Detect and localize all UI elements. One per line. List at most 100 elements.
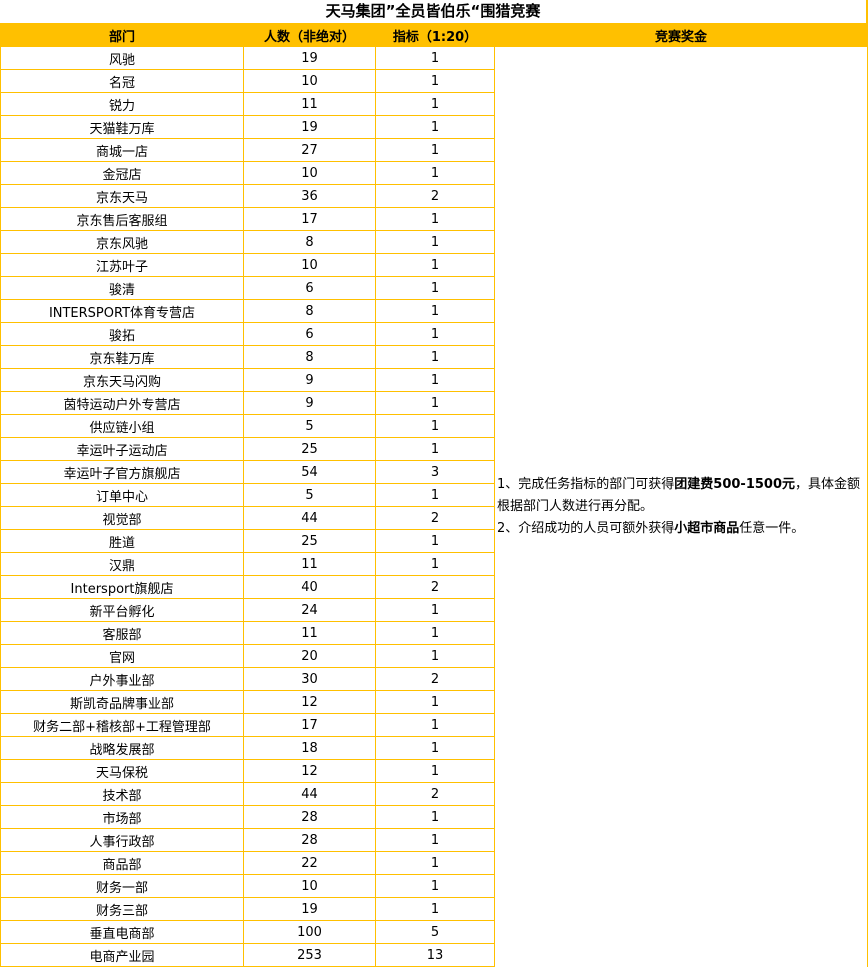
department-cell[interactable]: 幸运叶子官方旗舰店 <box>0 460 244 484</box>
headcount-cell[interactable]: 18 <box>243 736 376 760</box>
target-cell[interactable]: 1 <box>375 483 495 507</box>
headcount-cell[interactable]: 30 <box>243 667 376 691</box>
target-cell[interactable]: 1 <box>375 368 495 392</box>
target-cell[interactable]: 1 <box>375 207 495 231</box>
target-cell[interactable]: 1 <box>375 391 495 415</box>
headcount-cell[interactable]: 54 <box>243 460 376 484</box>
headcount-cell[interactable]: 9 <box>243 391 376 415</box>
headcount-cell[interactable]: 27 <box>243 138 376 162</box>
target-cell[interactable]: 1 <box>375 345 495 369</box>
headcount-cell[interactable]: 10 <box>243 253 376 277</box>
department-cell[interactable]: 财务三部 <box>0 897 244 921</box>
department-cell[interactable]: 户外事业部 <box>0 667 244 691</box>
target-cell[interactable]: 2 <box>375 506 495 530</box>
headcount-cell[interactable]: 36 <box>243 184 376 208</box>
department-cell[interactable]: 电商产业园 <box>0 943 244 967</box>
department-cell[interactable]: 锐力 <box>0 92 244 116</box>
target-cell[interactable]: 1 <box>375 828 495 852</box>
target-cell[interactable]: 1 <box>375 621 495 645</box>
department-cell[interactable]: 斯凯奇品牌事业部 <box>0 690 244 714</box>
header-target[interactable]: 指标（1:20） <box>375 23 495 47</box>
headcount-cell[interactable]: 44 <box>243 782 376 806</box>
headcount-cell[interactable]: 100 <box>243 920 376 944</box>
department-cell[interactable]: 垂直电商部 <box>0 920 244 944</box>
department-cell[interactable]: 新平台孵化 <box>0 598 244 622</box>
target-cell[interactable]: 1 <box>375 46 495 70</box>
target-cell[interactable]: 2 <box>375 782 495 806</box>
prize-description-cell[interactable]: 1、完成任务指标的部门可获得团建费500-1500元，具体金额根据部门人数进行再… <box>494 46 868 967</box>
department-cell[interactable]: 京东售后客服组 <box>0 207 244 231</box>
headcount-cell[interactable]: 28 <box>243 805 376 829</box>
headcount-cell[interactable]: 19 <box>243 115 376 139</box>
department-cell[interactable]: 金冠店 <box>0 161 244 185</box>
department-cell[interactable]: 京东天马 <box>0 184 244 208</box>
target-cell[interactable]: 1 <box>375 529 495 553</box>
target-cell[interactable]: 1 <box>375 69 495 93</box>
department-cell[interactable]: 天猫鞋万库 <box>0 115 244 139</box>
headcount-cell[interactable]: 12 <box>243 759 376 783</box>
department-cell[interactable]: 客服部 <box>0 621 244 645</box>
department-cell[interactable]: Intersport旗舰店 <box>0 575 244 599</box>
headcount-cell[interactable]: 6 <box>243 322 376 346</box>
department-cell[interactable]: 商城一店 <box>0 138 244 162</box>
department-cell[interactable]: 茵特运动户外专营店 <box>0 391 244 415</box>
target-cell[interactable]: 1 <box>375 414 495 438</box>
target-cell[interactable]: 1 <box>375 713 495 737</box>
department-cell[interactable]: 骏清 <box>0 276 244 300</box>
target-cell[interactable]: 1 <box>375 759 495 783</box>
department-cell[interactable]: 市场部 <box>0 805 244 829</box>
target-cell[interactable]: 1 <box>375 276 495 300</box>
headcount-cell[interactable]: 22 <box>243 851 376 875</box>
header-headcount[interactable]: 人数（非绝对） <box>243 23 376 47</box>
department-cell[interactable]: 订单中心 <box>0 483 244 507</box>
target-cell[interactable]: 1 <box>375 437 495 461</box>
target-cell[interactable]: 2 <box>375 184 495 208</box>
target-cell[interactable]: 1 <box>375 230 495 254</box>
department-cell[interactable]: 商品部 <box>0 851 244 875</box>
department-cell[interactable]: 人事行政部 <box>0 828 244 852</box>
headcount-cell[interactable]: 24 <box>243 598 376 622</box>
department-cell[interactable]: 财务二部+稽核部+工程管理部 <box>0 713 244 737</box>
headcount-cell[interactable]: 19 <box>243 46 376 70</box>
department-cell[interactable]: INTERSPORT体育专营店 <box>0 299 244 323</box>
department-cell[interactable]: 京东鞋万库 <box>0 345 244 369</box>
department-cell[interactable]: 技术部 <box>0 782 244 806</box>
department-cell[interactable]: 京东天马闪购 <box>0 368 244 392</box>
department-cell[interactable]: 江苏叶子 <box>0 253 244 277</box>
headcount-cell[interactable]: 11 <box>243 552 376 576</box>
target-cell[interactable]: 1 <box>375 253 495 277</box>
headcount-cell[interactable]: 40 <box>243 575 376 599</box>
headcount-cell[interactable]: 25 <box>243 529 376 553</box>
target-cell[interactable]: 1 <box>375 644 495 668</box>
headcount-cell[interactable]: 19 <box>243 897 376 921</box>
headcount-cell[interactable]: 9 <box>243 368 376 392</box>
target-cell[interactable]: 2 <box>375 575 495 599</box>
header-prize[interactable]: 竞赛奖金 <box>494 23 868 47</box>
headcount-cell[interactable]: 12 <box>243 690 376 714</box>
target-cell[interactable]: 1 <box>375 690 495 714</box>
headcount-cell[interactable]: 25 <box>243 437 376 461</box>
department-cell[interactable]: 名冠 <box>0 69 244 93</box>
headcount-cell[interactable]: 10 <box>243 69 376 93</box>
headcount-cell[interactable]: 11 <box>243 621 376 645</box>
department-cell[interactable]: 天马保税 <box>0 759 244 783</box>
department-cell[interactable]: 京东风驰 <box>0 230 244 254</box>
department-cell[interactable]: 战略发展部 <box>0 736 244 760</box>
header-department[interactable]: 部门 <box>0 23 244 47</box>
headcount-cell[interactable]: 8 <box>243 345 376 369</box>
headcount-cell[interactable]: 17 <box>243 207 376 231</box>
headcount-cell[interactable]: 28 <box>243 828 376 852</box>
target-cell[interactable]: 1 <box>375 115 495 139</box>
target-cell[interactable]: 1 <box>375 874 495 898</box>
headcount-cell[interactable]: 10 <box>243 161 376 185</box>
headcount-cell[interactable]: 6 <box>243 276 376 300</box>
target-cell[interactable]: 13 <box>375 943 495 967</box>
headcount-cell[interactable]: 5 <box>243 414 376 438</box>
headcount-cell[interactable]: 8 <box>243 230 376 254</box>
target-cell[interactable]: 1 <box>375 138 495 162</box>
department-cell[interactable]: 视觉部 <box>0 506 244 530</box>
headcount-cell[interactable]: 8 <box>243 299 376 323</box>
target-cell[interactable]: 3 <box>375 460 495 484</box>
target-cell[interactable]: 1 <box>375 299 495 323</box>
headcount-cell[interactable]: 44 <box>243 506 376 530</box>
